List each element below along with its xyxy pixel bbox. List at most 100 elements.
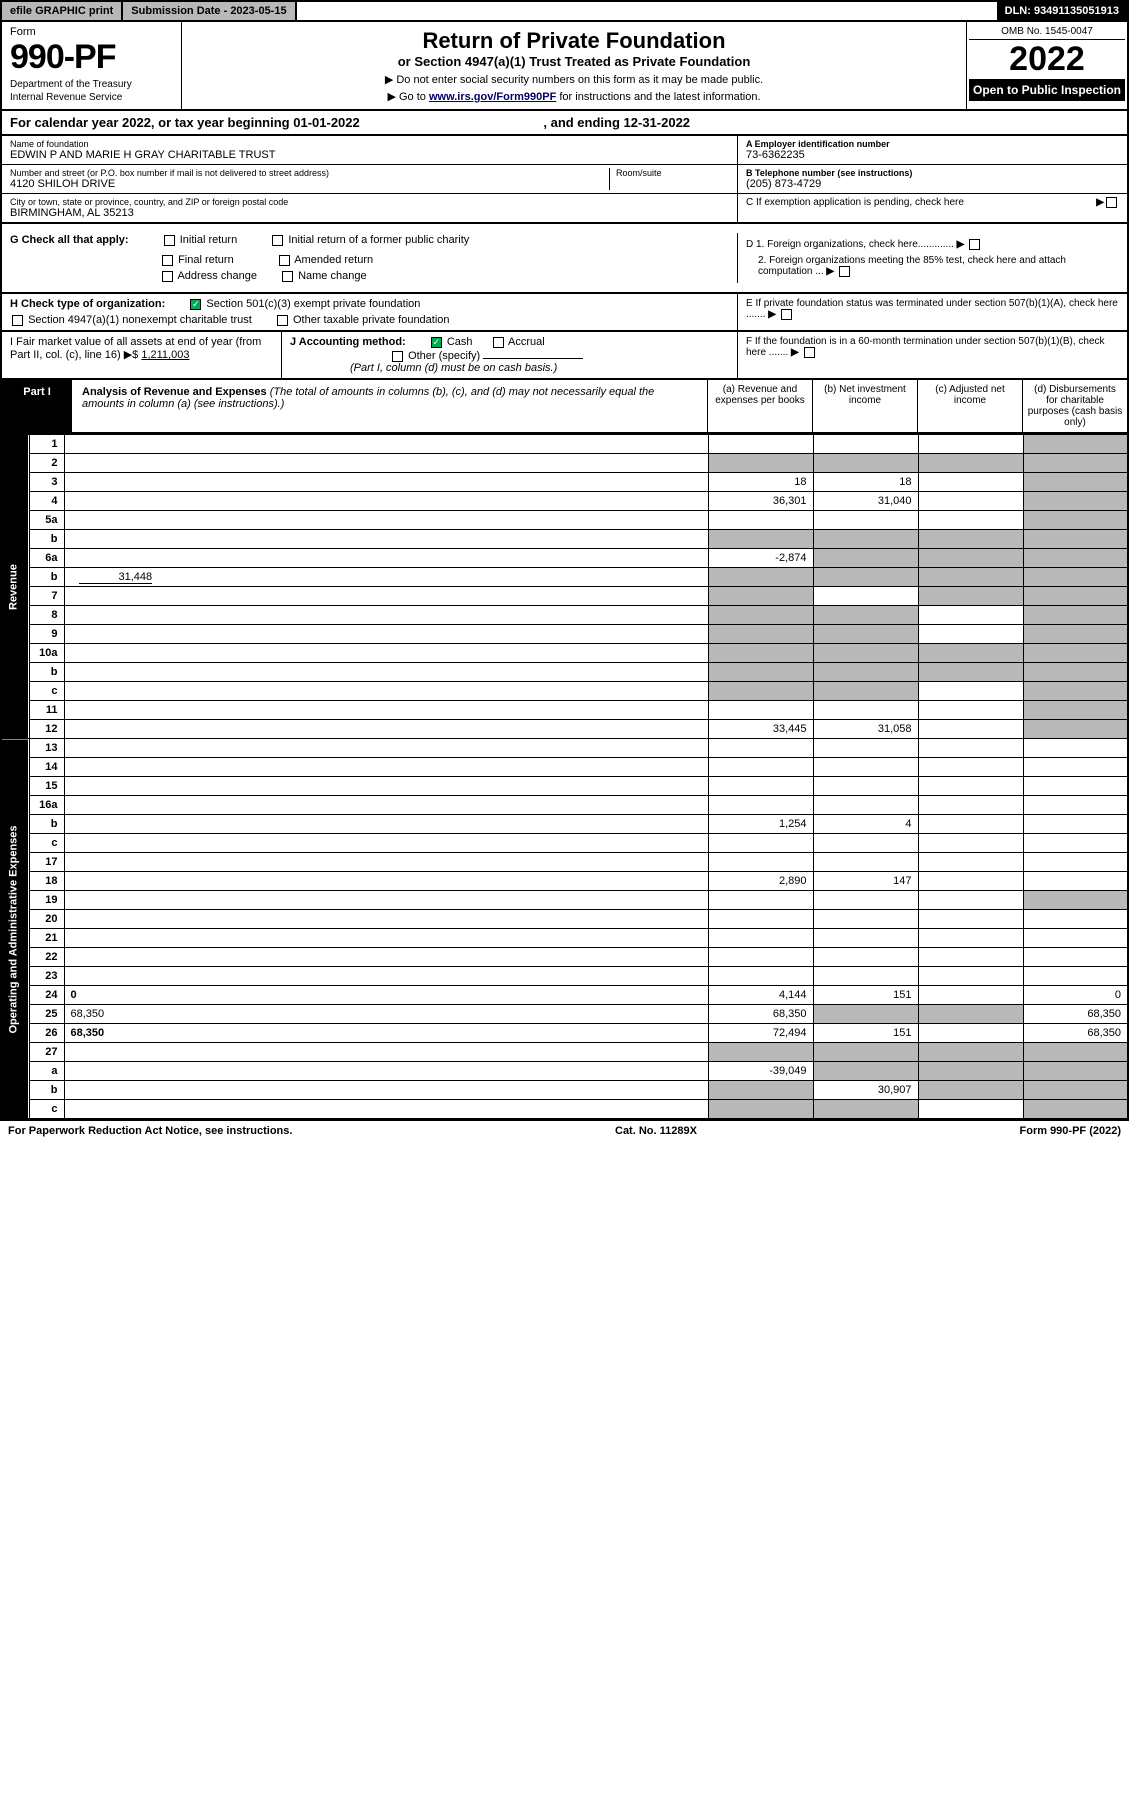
- table-row: 11: [1, 701, 1128, 720]
- open-public: Open to Public Inspection: [969, 79, 1125, 101]
- g-initial-checkbox[interactable]: [164, 235, 175, 246]
- i-value: 1,211,003: [141, 349, 189, 361]
- i-label: I Fair market value of all assets at end…: [10, 336, 261, 361]
- tax-year: 2022: [969, 40, 1125, 79]
- h-section: H Check type of organization: Section 50…: [0, 294, 1129, 332]
- info-right: A Employer identification number 73-6362…: [737, 136, 1127, 222]
- table-row: b: [1, 663, 1128, 682]
- e-checkbox[interactable]: [781, 309, 792, 320]
- d2-label: 2. Foreign organizations meeting the 85%…: [758, 255, 1066, 277]
- col-d-header: (d) Disbursements for charitable purpose…: [1022, 380, 1127, 432]
- header-right: OMB No. 1545-0047 2022 Open to Public In…: [967, 22, 1127, 109]
- d1-label: D 1. Foreign organizations, check here..…: [746, 240, 954, 251]
- addr-label: Number and street (or P.O. box number if…: [10, 168, 609, 178]
- city-label: City or town, state or province, country…: [10, 197, 729, 207]
- table-row: 2: [1, 454, 1128, 473]
- table-row: c: [1, 682, 1128, 701]
- h-4947-checkbox[interactable]: [12, 315, 23, 326]
- table-row: 182,890147: [1, 872, 1128, 891]
- col-a-header: (a) Revenue and expenses per books: [707, 380, 812, 432]
- j-cash-checkbox[interactable]: [431, 337, 442, 348]
- g-final-checkbox[interactable]: [162, 255, 173, 266]
- form-header: Form 990-PF Department of the Treasury I…: [0, 22, 1129, 111]
- part1-header-row: Part I Analysis of Revenue and Expenses …: [0, 380, 1129, 434]
- header-left: Form 990-PF Department of the Treasury I…: [2, 22, 182, 109]
- g-amended-checkbox[interactable]: [279, 255, 290, 266]
- revenue-section-label: Revenue: [1, 435, 29, 739]
- foundation-name: EDWIN P AND MARIE H GRAY CHARITABLE TRUS…: [10, 149, 729, 161]
- submission-date: Submission Date - 2023-05-15: [123, 2, 296, 20]
- table-row: 31818: [1, 473, 1128, 492]
- d1-checkbox[interactable]: [969, 239, 980, 250]
- dept: Department of the Treasury: [10, 79, 173, 90]
- c-checkbox[interactable]: [1106, 197, 1117, 208]
- j-other-checkbox[interactable]: [392, 351, 403, 362]
- g-section: G Check all that apply: Initial return I…: [0, 224, 1129, 294]
- form-number: 990-PF: [10, 38, 173, 77]
- table-row: 15: [1, 777, 1128, 796]
- table-row: 9: [1, 625, 1128, 644]
- j-note: (Part I, column (d) must be on cash basi…: [290, 362, 729, 374]
- table-row: 16a: [1, 796, 1128, 815]
- footer-mid: Cat. No. 11289X: [615, 1125, 697, 1137]
- ij-section: I Fair market value of all assets at end…: [0, 332, 1129, 380]
- entity-info: Name of foundation EDWIN P AND MARIE H G…: [0, 136, 1129, 224]
- c-label: C If exemption application is pending, c…: [746, 197, 1096, 208]
- note-ssn: ▶ Do not enter social security numbers o…: [192, 73, 956, 86]
- table-row: Revenue1: [1, 435, 1128, 454]
- table-row: a-39,049: [1, 1062, 1128, 1081]
- part1-desc: Analysis of Revenue and Expenses (The to…: [72, 380, 707, 432]
- table-row: 17: [1, 853, 1128, 872]
- d2-checkbox[interactable]: [839, 266, 850, 277]
- table-row: Operating and Administrative Expenses13: [1, 739, 1128, 758]
- dln: DLN: 93491135051913: [997, 2, 1127, 20]
- form-subtitle: or Section 4947(a)(1) Trust Treated as P…: [192, 54, 956, 69]
- page-footer: For Paperwork Reduction Act Notice, see …: [0, 1120, 1129, 1141]
- table-row: 20: [1, 910, 1128, 929]
- g-address-checkbox[interactable]: [162, 271, 173, 282]
- footer-left: For Paperwork Reduction Act Notice, see …: [8, 1125, 292, 1137]
- j-accrual-checkbox[interactable]: [493, 337, 504, 348]
- room-label: Room/suite: [616, 168, 729, 178]
- arrow-icon: ▶: [1096, 197, 1104, 208]
- table-row: 23: [1, 967, 1128, 986]
- expenses-section-label: Operating and Administrative Expenses: [1, 739, 29, 1120]
- table-row: 14: [1, 758, 1128, 777]
- ein: 73-6362235: [746, 149, 1119, 161]
- col-b-header: (b) Net investment income: [812, 380, 917, 432]
- note-link: ▶ Go to www.irs.gov/Form990PF for instru…: [192, 90, 956, 103]
- phone: (205) 873-4729: [746, 178, 1119, 190]
- f-checkbox[interactable]: [804, 347, 815, 358]
- table-row: 6a-2,874: [1, 549, 1128, 568]
- g-initial-former-checkbox[interactable]: [272, 235, 283, 246]
- h-501c3-checkbox[interactable]: [190, 299, 201, 310]
- table-row: c: [1, 834, 1128, 853]
- col-c-header: (c) Adjusted net income: [917, 380, 1022, 432]
- table-row: 22: [1, 948, 1128, 967]
- table-row: 436,30131,040: [1, 492, 1128, 511]
- table-row: 10a: [1, 644, 1128, 663]
- irs: Internal Revenue Service: [10, 92, 173, 103]
- efile-label: efile GRAPHIC print: [2, 2, 123, 20]
- table-row: 2668,35072,49415168,350: [1, 1024, 1128, 1043]
- table-row: 19: [1, 891, 1128, 910]
- h-other-checkbox[interactable]: [277, 315, 288, 326]
- footer-right: Form 990-PF (2022): [1020, 1125, 1122, 1137]
- info-left: Name of foundation EDWIN P AND MARIE H G…: [2, 136, 737, 222]
- omb-number: OMB No. 1545-0047: [969, 24, 1125, 40]
- table-row: 8: [1, 606, 1128, 625]
- g-label: G Check all that apply:: [10, 234, 129, 246]
- street-address: 4120 SHILOH DRIVE: [10, 178, 609, 190]
- e-label: E If private foundation status was termi…: [746, 298, 1118, 320]
- table-row: b1,2544: [1, 815, 1128, 834]
- f-label: F If the foundation is in a 60-month ter…: [746, 336, 1105, 358]
- table-row: 2404,1441510: [1, 986, 1128, 1005]
- name-label: Name of foundation: [10, 139, 729, 149]
- part1-label: Part I: [2, 380, 72, 432]
- table-row: 21: [1, 929, 1128, 948]
- form-title: Return of Private Foundation: [192, 28, 956, 54]
- ein-label: A Employer identification number: [746, 139, 1119, 149]
- g-name-checkbox[interactable]: [282, 271, 293, 282]
- header-center: Return of Private Foundation or Section …: [182, 22, 967, 109]
- instructions-link[interactable]: www.irs.gov/Form990PF: [429, 91, 556, 103]
